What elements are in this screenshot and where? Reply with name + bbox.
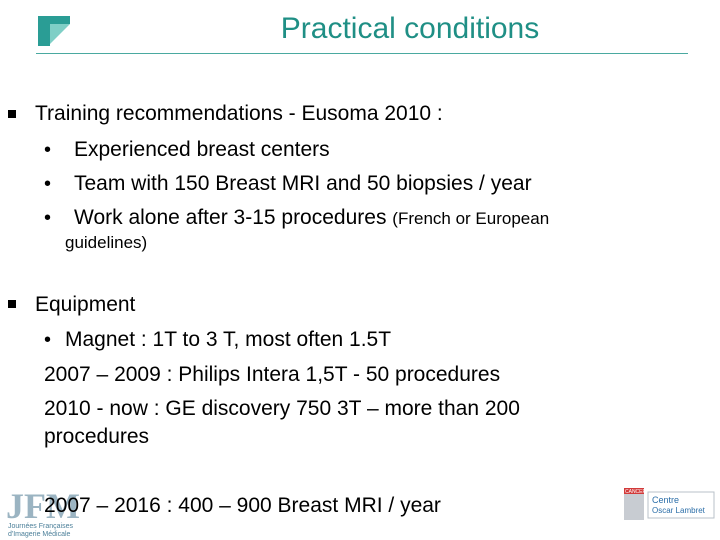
work-alone-main: Work alone after 3-15 procedures [74, 206, 387, 229]
work-alone-note-continued: guidelines) [65, 233, 148, 252]
oscar-logo-badge: CANCER [625, 489, 647, 495]
equipment-line-ge-continued: procedures [44, 425, 150, 448]
jfm-logo: JFM Journées Françaises d'Imagerie Médic… [6, 486, 80, 538]
bullet-work-alone: Work alone after 3-15 procedures (French… [74, 206, 549, 230]
oscar-lambret-logo: CANCER Centre Oscar Lambret [624, 488, 715, 520]
square-bullet-icon [8, 110, 16, 118]
oscar-logo-line-2: Oscar Lambret [652, 506, 706, 515]
work-alone-note: (French or European [392, 209, 550, 228]
training-heading: Training recommendations - Eusoma 2010 : [35, 102, 443, 125]
bullet-dot-icon: • [44, 173, 52, 195]
title-divider [36, 53, 688, 54]
equipment-line-philips: 2007 – 2009 : Philips Intera 1,5T - 50 p… [44, 363, 501, 386]
corner-logo-icon [38, 16, 70, 46]
equipment-line-ge: 2010 - now : GE discovery 750 3T – more … [44, 397, 520, 420]
square-bullet-icon [8, 300, 16, 308]
bullet-team-volume: Team with 150 Breast MRI and 50 biopsies… [74, 172, 532, 195]
bullet-dot-icon: • [44, 329, 52, 351]
jfm-logo-caption-1: Journées Françaises [8, 523, 73, 530]
bullet-dot-icon: • [44, 139, 52, 161]
footer-statistic: 2007 – 2016 : 400 – 900 Breast MRI / yea… [44, 494, 441, 517]
bullet-experienced-centers: Experienced breast centers [74, 138, 330, 161]
jfm-logo-letters: JFM [6, 486, 80, 526]
slide-title: Practical conditions [280, 12, 540, 45]
jfm-logo-caption-2: d'Imagerie Médicale [8, 531, 71, 538]
oscar-logo-line-1: Centre [652, 495, 679, 505]
bullet-magnet: Magnet : 1T to 3 T, most often 1.5T [65, 328, 392, 351]
equipment-heading: Equipment [35, 293, 136, 316]
bullet-dot-icon: • [44, 207, 52, 229]
